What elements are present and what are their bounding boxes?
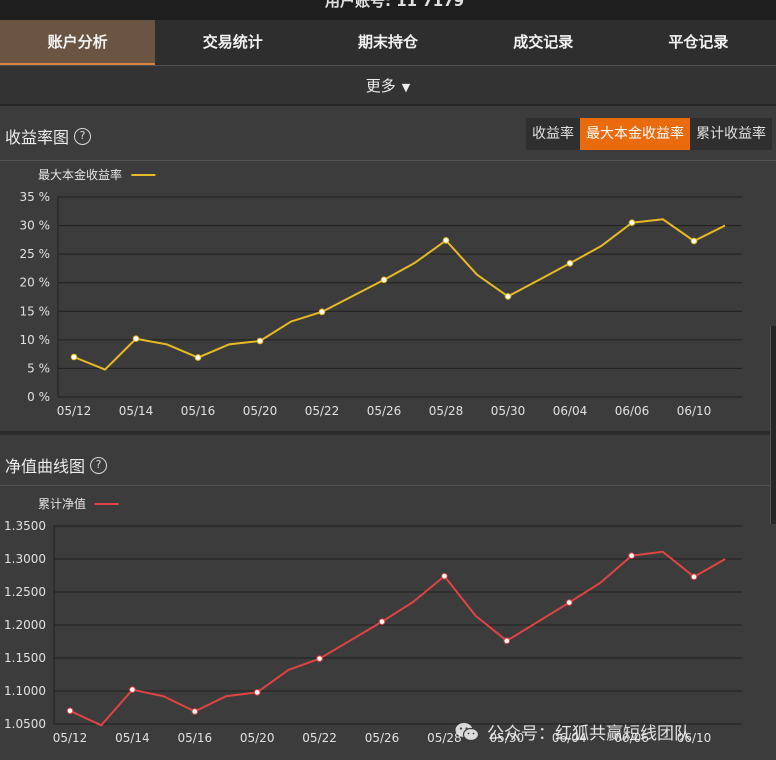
x-tick-label: 05/12 bbox=[57, 404, 92, 418]
x-tick-label: 05/28 bbox=[429, 404, 464, 418]
data-point bbox=[194, 354, 202, 361]
data-point bbox=[70, 353, 78, 361]
x-tick-label: 05/30 bbox=[491, 404, 526, 418]
x-tick-label: 05/26 bbox=[367, 404, 402, 418]
y-tick-label: 35 % bbox=[20, 190, 51, 204]
toggle-cumulative-return[interactable]: 累计收益率 bbox=[690, 118, 772, 150]
data-point bbox=[504, 293, 512, 300]
divider bbox=[0, 160, 776, 161]
series-line bbox=[69, 550, 726, 727]
y-tick-label: 10 % bbox=[20, 333, 51, 347]
y-tick-label: 15 % bbox=[20, 304, 51, 318]
y-tick-label: 1.2500 bbox=[4, 585, 46, 599]
account-label: 用户账号: 11 7179 bbox=[325, 0, 465, 10]
data-point bbox=[316, 655, 323, 662]
toggle-max-capital-return[interactable]: 最大本金收益率 bbox=[580, 118, 690, 150]
y-tick-label: 1.0500 bbox=[4, 717, 46, 731]
data-point bbox=[628, 552, 635, 559]
x-tick-label: 05/22 bbox=[305, 404, 340, 418]
toggle-return-rate[interactable]: 收益率 bbox=[526, 118, 580, 150]
data-point bbox=[690, 573, 698, 581]
x-tick-label: 05/20 bbox=[240, 731, 275, 745]
nav-chart-title-text: 净值曲线图 bbox=[5, 457, 86, 476]
nav-chart-title: 净值曲线图 ? bbox=[5, 453, 108, 477]
wechat-icon bbox=[455, 722, 479, 741]
y-tick-label: 1.1500 bbox=[4, 651, 46, 665]
legend-label: 最大本金收益率 bbox=[38, 167, 122, 182]
data-point bbox=[441, 572, 448, 580]
x-tick-label: 05/20 bbox=[243, 404, 278, 418]
nav-chart: 1.0500 1.1000 1.1500 1.2000 1.2500 1.3000 1.35… bbox=[0, 485, 776, 760]
x-tick-label: 06/04 bbox=[553, 404, 588, 418]
data-point bbox=[66, 707, 74, 715]
data-point bbox=[380, 276, 388, 284]
data-point bbox=[503, 637, 511, 645]
x-tick-label: 05/14 bbox=[119, 404, 154, 418]
x-tick-label: 06/10 bbox=[677, 404, 712, 418]
y-tick-label: 1.3500 bbox=[4, 519, 46, 533]
x-tick-label: 05/12 bbox=[53, 731, 88, 745]
account-header: 用户账号: 11 7179 bbox=[0, 0, 776, 20]
data-point bbox=[565, 599, 573, 606]
data-point bbox=[378, 618, 386, 625]
return-chart-svg: 0 % 5 % 10 % 15 % 20 % 25 % 30 % 35 % 05/12 05/14… bbox=[20, 167, 742, 418]
question-circle-icon[interactable]: ? bbox=[74, 127, 92, 145]
x-tick-label: 05/28 bbox=[427, 731, 462, 745]
divider bbox=[0, 485, 776, 486]
caret-down-icon: ▼ bbox=[401, 81, 411, 94]
return-chart-title-text: 收益率图 bbox=[5, 128, 70, 147]
section-separator bbox=[0, 431, 776, 435]
return-chart: 0 % 5 % 10 % 15 % 20 % 25 % 30 % 35 % 05/12 05/14… bbox=[0, 160, 776, 430]
tab-close-records[interactable]: 平仓记录 bbox=[668, 33, 729, 51]
tab-period-positions[interactable]: 期末持仓 bbox=[358, 33, 419, 51]
question-circle-icon[interactable]: ? bbox=[90, 456, 108, 474]
y-tick-label: 1.3000 bbox=[4, 552, 46, 566]
more-label: 更多 bbox=[365, 77, 396, 95]
data-point bbox=[129, 686, 136, 693]
x-tick-label: 05/26 bbox=[365, 731, 400, 745]
x-tick-label: 05/16 bbox=[178, 731, 213, 745]
data-point bbox=[132, 335, 140, 343]
x-tick-label: 05/22 bbox=[302, 731, 337, 745]
y-tick-label: 0 % bbox=[27, 390, 50, 404]
data-point bbox=[690, 237, 698, 245]
x-tick-label: 06/06 bbox=[614, 731, 649, 745]
x-tick-label: 06/10 bbox=[677, 731, 712, 745]
x-tick-label: 06/04 bbox=[552, 731, 587, 745]
tab-trade-records[interactable]: 成交记录 bbox=[513, 33, 574, 51]
data-point bbox=[256, 337, 264, 345]
y-tick-label: 25 % bbox=[20, 247, 51, 261]
scrollbar[interactable] bbox=[770, 326, 776, 524]
x-tick-label: 05/16 bbox=[181, 404, 216, 418]
x-tick-label: 05/14 bbox=[115, 731, 150, 745]
y-tick-label: 30 % bbox=[20, 219, 51, 233]
x-tick-label: 05/30 bbox=[490, 731, 525, 745]
data-point bbox=[442, 237, 450, 244]
watermark: 公众号：红狐共赢短线团队 bbox=[455, 719, 691, 744]
x-tick-label: 06/06 bbox=[615, 404, 650, 418]
nav-chart-svg: 1.0500 1.1000 1.1500 1.2000 1.2500 1.3000 1.35… bbox=[4, 496, 742, 745]
tab-account-analysis[interactable]: 账户分析 bbox=[0, 20, 156, 65]
y-tick-label: 1.2000 bbox=[4, 618, 46, 632]
data-point bbox=[191, 708, 199, 715]
return-chart-title: 收益率图 ? bbox=[5, 124, 92, 148]
series-line bbox=[73, 218, 726, 371]
legend-label: 累计净值 bbox=[38, 496, 86, 511]
y-tick-label: 20 % bbox=[20, 276, 51, 290]
data-point bbox=[566, 259, 574, 267]
data-point bbox=[628, 219, 636, 227]
watermark-text: 公众号：红狐共赢短线团队 bbox=[487, 724, 691, 744]
y-tick-label: 1.1000 bbox=[4, 684, 46, 698]
more-dropdown[interactable]: 更多 ▼ bbox=[0, 66, 776, 106]
data-point bbox=[253, 689, 261, 696]
tab-trade-stats[interactable]: 交易统计 bbox=[202, 33, 263, 51]
main-tabs: 账户分析 交易统计 期末持仓 成交记录 平仓记录 bbox=[0, 20, 776, 66]
y-tick-label: 5 % bbox=[27, 361, 50, 375]
return-type-toggle: 收益率 最大本金收益率 累计收益率 bbox=[526, 118, 772, 150]
data-point bbox=[318, 308, 326, 316]
